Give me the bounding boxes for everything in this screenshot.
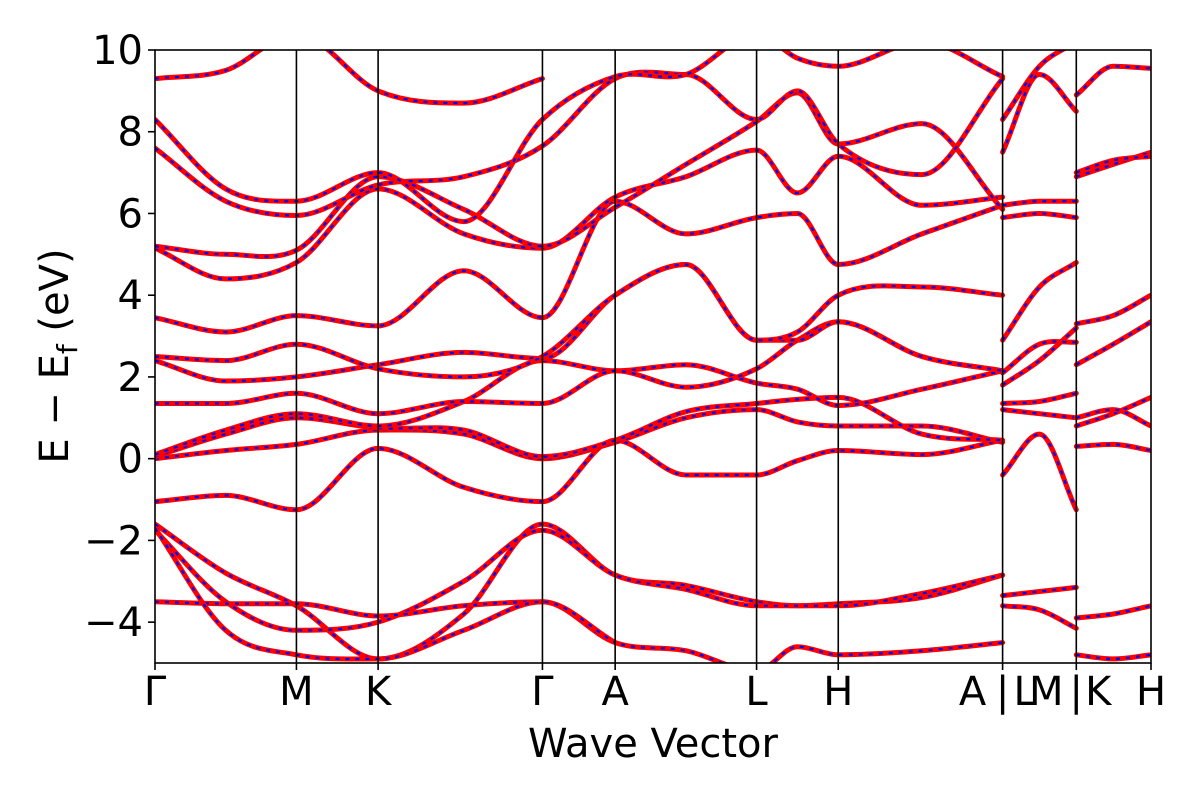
band-line-blue [155, 527, 616, 661]
x-tick-label: H [1136, 669, 1166, 715]
band-line-blue [155, 263, 1003, 379]
band-line-blue [155, 50, 1004, 223]
x-tick-label: | [1070, 669, 1083, 715]
band-line-red [1000, 431, 1079, 513]
band-line-red [1000, 260, 1079, 343]
high-symmetry-lines [295, 50, 1078, 663]
bands-layer [155, 50, 1151, 663]
band-line-red [1000, 71, 1079, 155]
band-line-red [155, 50, 1006, 225]
band-line-blue [1001, 73, 1078, 153]
band-line-red [1073, 292, 1151, 327]
band-line-blue [1001, 340, 1077, 374]
band-line-blue [1001, 432, 1078, 511]
y-axis-title-subscript: f [51, 343, 84, 354]
x-tick-label: A [601, 669, 629, 715]
band-line-red [155, 525, 618, 662]
band-line-blue [1001, 327, 1078, 387]
band-line-blue [1001, 50, 1065, 121]
band-line-blue [155, 91, 1004, 258]
x-tick-label: Γ [144, 669, 167, 715]
band-line-blue [1075, 65, 1151, 96]
band-line-red [1000, 50, 1068, 122]
band-line-blue [1075, 396, 1151, 428]
y-tick-label: −4 [84, 600, 143, 646]
x-tick-label: L [1013, 669, 1036, 715]
band-line-blue [1076, 443, 1151, 452]
band-line-blue [1076, 294, 1151, 325]
x-tick-label: K [365, 669, 393, 715]
y-tick-label: −2 [84, 518, 143, 564]
band-line-red [155, 261, 1006, 380]
band-line-blue [1001, 261, 1077, 341]
x-tick-label: | [996, 669, 1009, 715]
band-line-blue [1076, 408, 1151, 428]
band-line-red [1000, 339, 1079, 376]
x-tick-label: L [745, 669, 768, 715]
band-line-red [1000, 325, 1079, 388]
band-line-blue [1002, 392, 1077, 405]
x-tick-label: A [959, 669, 987, 715]
y-tick-label: 8 [118, 110, 143, 156]
x-tick-label: H [823, 669, 853, 715]
x-tick-label: M [279, 669, 314, 715]
y-axis-title: E − Ef (eV) [32, 248, 84, 463]
band-line-red [1073, 63, 1151, 98]
x-axis-ticks: Γ M K Γ A L H A | LM | K H [144, 663, 1166, 715]
x-tick-label: M [1029, 669, 1064, 715]
y-tick-label: 4 [118, 273, 143, 319]
band-line-blue [155, 200, 1003, 334]
band-line-red [155, 599, 1006, 663]
x-tick-label: K [1085, 669, 1113, 715]
y-tick-label: 0 [118, 437, 143, 483]
y-tick-label: 6 [118, 191, 143, 237]
band-line-blue [1002, 212, 1077, 219]
band-line-blue [155, 600, 1003, 663]
band-line-blue [1002, 586, 1077, 597]
band-line-blue [1075, 320, 1151, 366]
y-axis-title-main: E − E [32, 354, 78, 464]
plot-frame [154, 49, 1152, 664]
band-line-blue [1076, 653, 1151, 661]
band-line-blue [155, 148, 1003, 281]
band-line-red [155, 50, 545, 106]
y-tick-label: 2 [118, 355, 143, 401]
band-line-blue [1002, 604, 1077, 630]
band-line-blue [155, 50, 543, 105]
y-axis-title-unit: (eV) [32, 248, 78, 331]
band-line-red [1000, 603, 1079, 631]
y-tick-label: 10 [92, 28, 143, 74]
band-line-blue [1002, 408, 1077, 419]
band-line-blue [1075, 155, 1151, 174]
x-tick-label: Γ [531, 669, 554, 715]
band-line-blue [1002, 200, 1077, 207]
y-axis-ticks: −4 −2 0 2 4 6 8 10 [84, 28, 155, 646]
band-line-blue [1076, 604, 1151, 620]
band-line-red [155, 521, 1006, 662]
band-line-blue [1075, 151, 1151, 178]
x-axis-title: Wave Vector [528, 721, 779, 767]
